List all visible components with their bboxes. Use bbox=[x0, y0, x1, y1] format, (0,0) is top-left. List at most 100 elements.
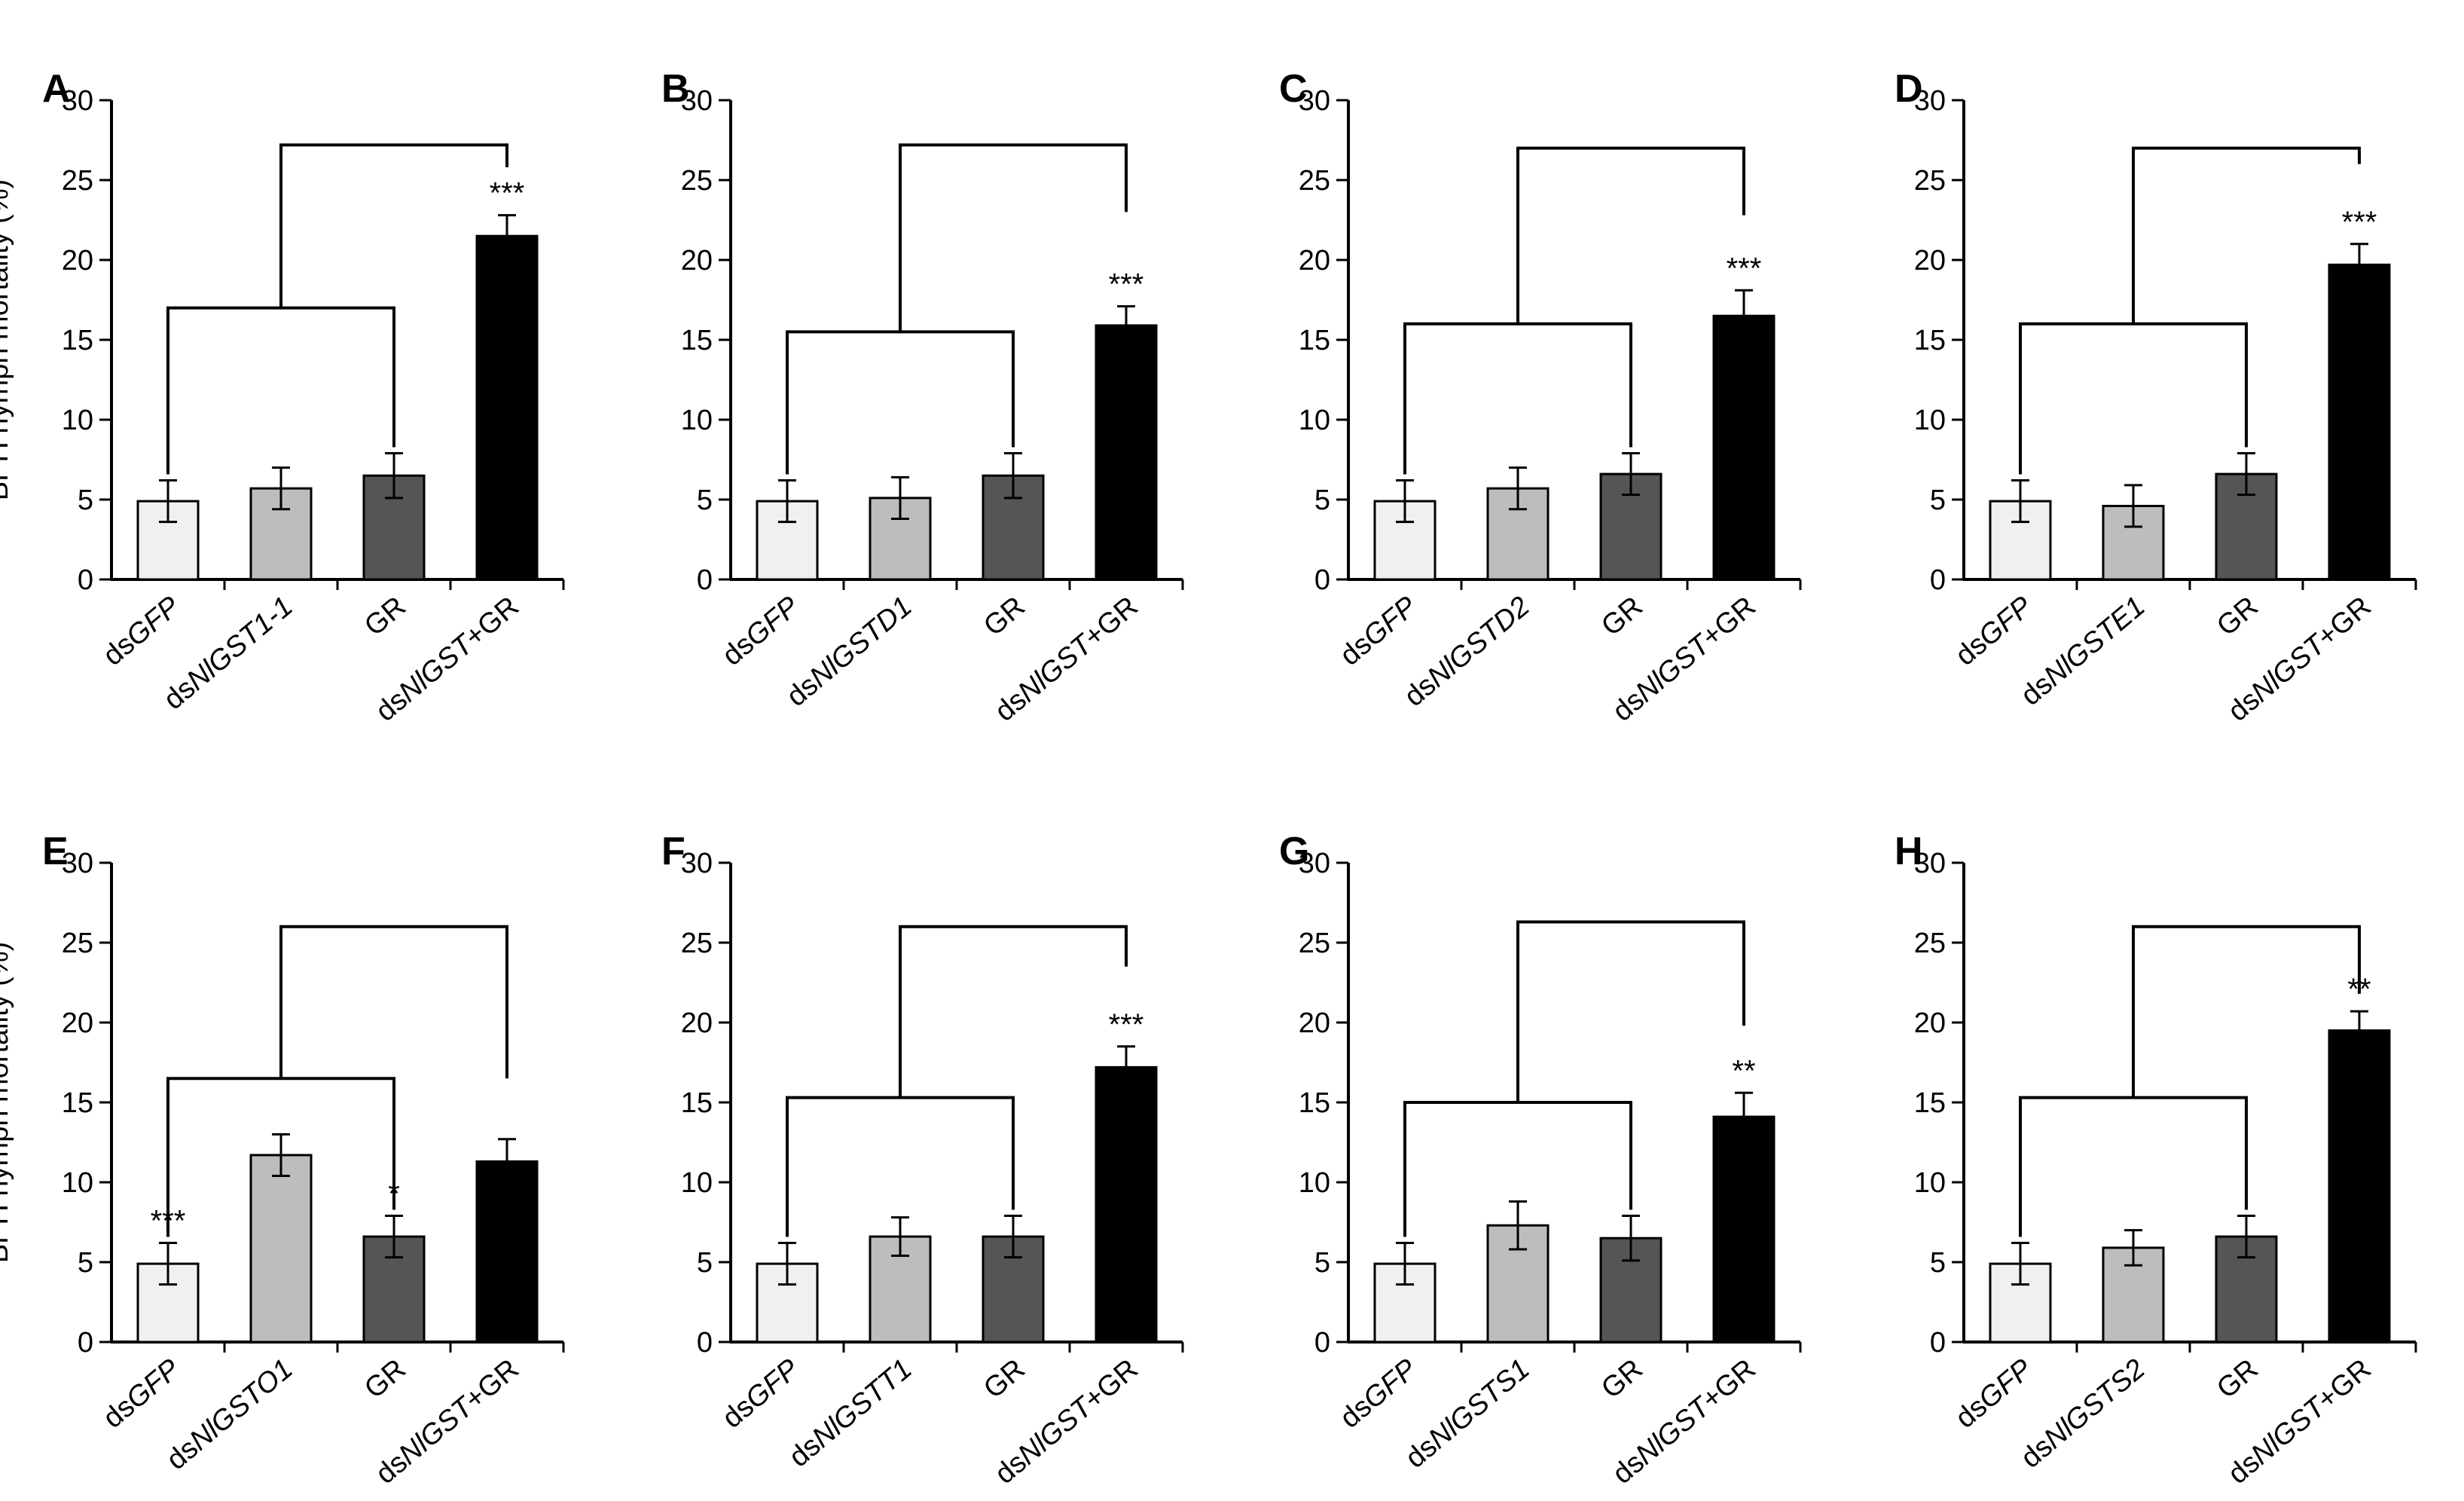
significance-d-4: *** bbox=[2342, 206, 2377, 239]
y-tick-label-g-0: 0 bbox=[1314, 1327, 1330, 1359]
group-bracket-h bbox=[2019, 1096, 2248, 1237]
y-tick-label-h-25: 25 bbox=[1914, 928, 1946, 959]
category-label-gene: NlGSTS2 bbox=[2038, 1353, 2151, 1455]
y-tick-label-h-5: 5 bbox=[1930, 1247, 1946, 1279]
group-bracket-b bbox=[786, 330, 1015, 475]
category-label-g-3: GR bbox=[1595, 1353, 1649, 1405]
y-tick-label-d-30: 30 bbox=[1914, 85, 1946, 117]
category-label-d-2: dsNlGSTE1 bbox=[2015, 591, 2151, 712]
y-tick-label-e-30: 30 bbox=[62, 848, 93, 879]
group-bracket-c bbox=[1403, 322, 1632, 475]
significance-c-4: *** bbox=[1727, 252, 1762, 285]
comparison-bracket-a bbox=[279, 143, 508, 308]
y-tick-label-f-30: 30 bbox=[681, 848, 713, 879]
y-tick-label-b-5: 5 bbox=[697, 485, 713, 516]
y-tick-label-b-10: 10 bbox=[681, 405, 713, 436]
y-tick-label-b-0: 0 bbox=[697, 564, 713, 596]
category-label-f-1: dsGFP bbox=[716, 1353, 805, 1435]
y-tick-label-h-15: 15 bbox=[1914, 1087, 1946, 1119]
bar-b-4 bbox=[1095, 324, 1158, 581]
bar-g-4 bbox=[1712, 1115, 1775, 1344]
significance-a-4: *** bbox=[490, 177, 525, 210]
category-label-c-3: GR bbox=[1595, 591, 1649, 643]
y-axis-label-e: BPH nymph mortality (%) bbox=[0, 942, 14, 1264]
category-label-h-1: dsGFP bbox=[1950, 1353, 2038, 1435]
panel-label-g: G bbox=[1279, 830, 1309, 873]
category-label-prefix: GR bbox=[2211, 591, 2264, 643]
category-label-prefix: GR bbox=[1595, 1353, 1649, 1405]
y-tick-label-f-10: 10 bbox=[681, 1167, 713, 1199]
category-label-gene: NlGSTS1 bbox=[1423, 1353, 1536, 1455]
y-tick-label-h-30: 30 bbox=[1914, 848, 1946, 879]
category-label-prefix: GR bbox=[359, 1353, 412, 1405]
y-tick-label-f-25: 25 bbox=[681, 928, 713, 959]
significance-f-4: *** bbox=[1109, 1008, 1144, 1041]
y-tick-label-g-15: 15 bbox=[1299, 1087, 1330, 1119]
y-tick-label-b-30: 30 bbox=[681, 85, 713, 117]
panel-label-b: B bbox=[661, 67, 690, 111]
category-label-a-1: dsGFP bbox=[97, 590, 186, 672]
y-tick-label-c-25: 25 bbox=[1299, 165, 1330, 197]
y-tick-label-e-10: 10 bbox=[62, 1167, 93, 1199]
category-label-gene: NlGSTD2 bbox=[1421, 591, 1536, 694]
category-label-d-1: dsGFP bbox=[1950, 590, 2038, 672]
category-label-b-3: GR bbox=[978, 591, 1031, 643]
y-tick-label-g-25: 25 bbox=[1299, 928, 1330, 959]
category-label-e-1: dsGFP bbox=[97, 1353, 186, 1435]
significance-b-4: *** bbox=[1109, 267, 1144, 301]
category-label-b-1: dsGFP bbox=[716, 590, 805, 672]
y-tick-label-d-0: 0 bbox=[1930, 564, 1946, 596]
y-tick-label-f-5: 5 bbox=[697, 1247, 713, 1279]
category-label-c-2: dsNlGSTD2 bbox=[1398, 591, 1535, 713]
panel-label-d: D bbox=[1895, 67, 1923, 111]
group-bracket-f bbox=[786, 1096, 1015, 1237]
y-tick-label-c-0: 0 bbox=[1314, 564, 1330, 596]
y-tick-label-c-20: 20 bbox=[1299, 245, 1330, 277]
y-tick-label-g-30: 30 bbox=[1299, 848, 1330, 879]
comparison-bracket-c bbox=[1516, 146, 1745, 324]
y-tick-label-g-5: 5 bbox=[1314, 1247, 1330, 1279]
category-label-h-2: dsNlGSTS2 bbox=[2015, 1353, 2151, 1475]
y-tick-label-d-5: 5 bbox=[1930, 485, 1946, 516]
panel-label-a: A bbox=[42, 67, 71, 111]
category-label-g-2: dsNlGSTS1 bbox=[1400, 1353, 1536, 1475]
bar-c-4 bbox=[1712, 314, 1775, 581]
y-tick-label-b-20: 20 bbox=[681, 245, 713, 277]
category-label-prefix: GR bbox=[2211, 1353, 2264, 1405]
bar-a-1 bbox=[136, 500, 200, 581]
bar-a-4 bbox=[475, 234, 539, 581]
comparison-bracket-h bbox=[2132, 925, 2361, 1098]
group-bracket-a bbox=[166, 306, 395, 475]
bar-b-2 bbox=[869, 497, 932, 581]
y-tick-label-a-20: 20 bbox=[62, 245, 93, 277]
group-bracket-d bbox=[2019, 322, 2248, 475]
category-label-c-1: dsGFP bbox=[1334, 590, 1423, 672]
panel-label-f: F bbox=[661, 830, 685, 873]
y-tick-label-h-0: 0 bbox=[1930, 1327, 1946, 1359]
y-axis-label-a: BPH nymph mortality (%) bbox=[0, 179, 14, 501]
y-tick-label-f-20: 20 bbox=[681, 1007, 713, 1039]
y-tick-label-c-30: 30 bbox=[1299, 85, 1330, 117]
category-label-f-3: GR bbox=[978, 1353, 1031, 1405]
comparison-bracket-d bbox=[2132, 146, 2361, 324]
category-label-d-3: GR bbox=[2211, 591, 2264, 643]
y-tick-label-e-20: 20 bbox=[62, 1007, 93, 1039]
y-tick-label-d-10: 10 bbox=[1914, 405, 1946, 436]
y-tick-label-e-25: 25 bbox=[62, 928, 93, 959]
y-tick-label-b-25: 25 bbox=[681, 165, 713, 197]
y-tick-label-f-15: 15 bbox=[681, 1087, 713, 1119]
y-tick-label-h-20: 20 bbox=[1914, 1007, 1946, 1039]
category-label-e-3: GR bbox=[359, 1353, 412, 1405]
comparison-bracket-b bbox=[899, 143, 1128, 332]
category-label-b-2: dsNlGSTD1 bbox=[780, 591, 918, 713]
bar-d-4 bbox=[2328, 263, 2391, 581]
category-label-prefix: GR bbox=[978, 591, 1031, 643]
y-tick-label-c-10: 10 bbox=[1299, 405, 1330, 436]
y-tick-label-b-15: 15 bbox=[681, 325, 713, 356]
y-tick-label-d-20: 20 bbox=[1914, 245, 1946, 277]
